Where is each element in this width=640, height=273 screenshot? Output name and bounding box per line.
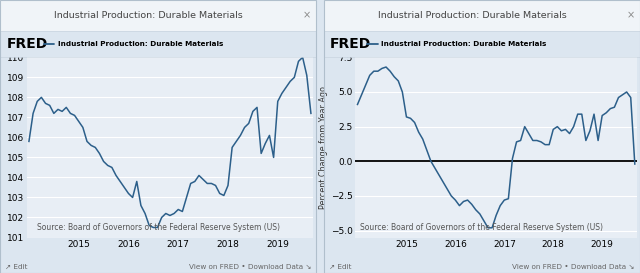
Text: View on FRED • Download Data ↘: View on FRED • Download Data ↘ — [189, 264, 311, 270]
Y-axis label: Index 2012=100: Index 2012=100 — [0, 114, 4, 181]
Text: Industrial Production: Durable Materials: Industrial Production: Durable Materials — [54, 11, 243, 20]
Text: FRED: FRED — [6, 37, 47, 51]
Text: ×: × — [303, 11, 311, 21]
Text: ×: × — [627, 11, 635, 21]
Text: View on FRED • Download Data ↘: View on FRED • Download Data ↘ — [513, 264, 635, 270]
Text: Industrial Production: Durable Materials: Industrial Production: Durable Materials — [58, 41, 223, 47]
Text: FRED: FRED — [330, 37, 371, 51]
Text: Industrial Production: Durable Materials: Industrial Production: Durable Materials — [378, 11, 567, 20]
Text: ↗ Edit: ↗ Edit — [5, 264, 28, 270]
Y-axis label: Percent Change from Year Ago: Percent Change from Year Ago — [319, 86, 328, 209]
Text: Source: Board of Governors of the Federal Reserve System (US): Source: Board of Governors of the Federa… — [360, 224, 604, 232]
Text: ↗ Edit: ↗ Edit — [329, 264, 351, 270]
Text: Industrial Production: Durable Materials: Industrial Production: Durable Materials — [381, 41, 547, 47]
Text: Source: Board of Governors of the Federal Reserve System (US): Source: Board of Governors of the Federa… — [36, 224, 280, 232]
